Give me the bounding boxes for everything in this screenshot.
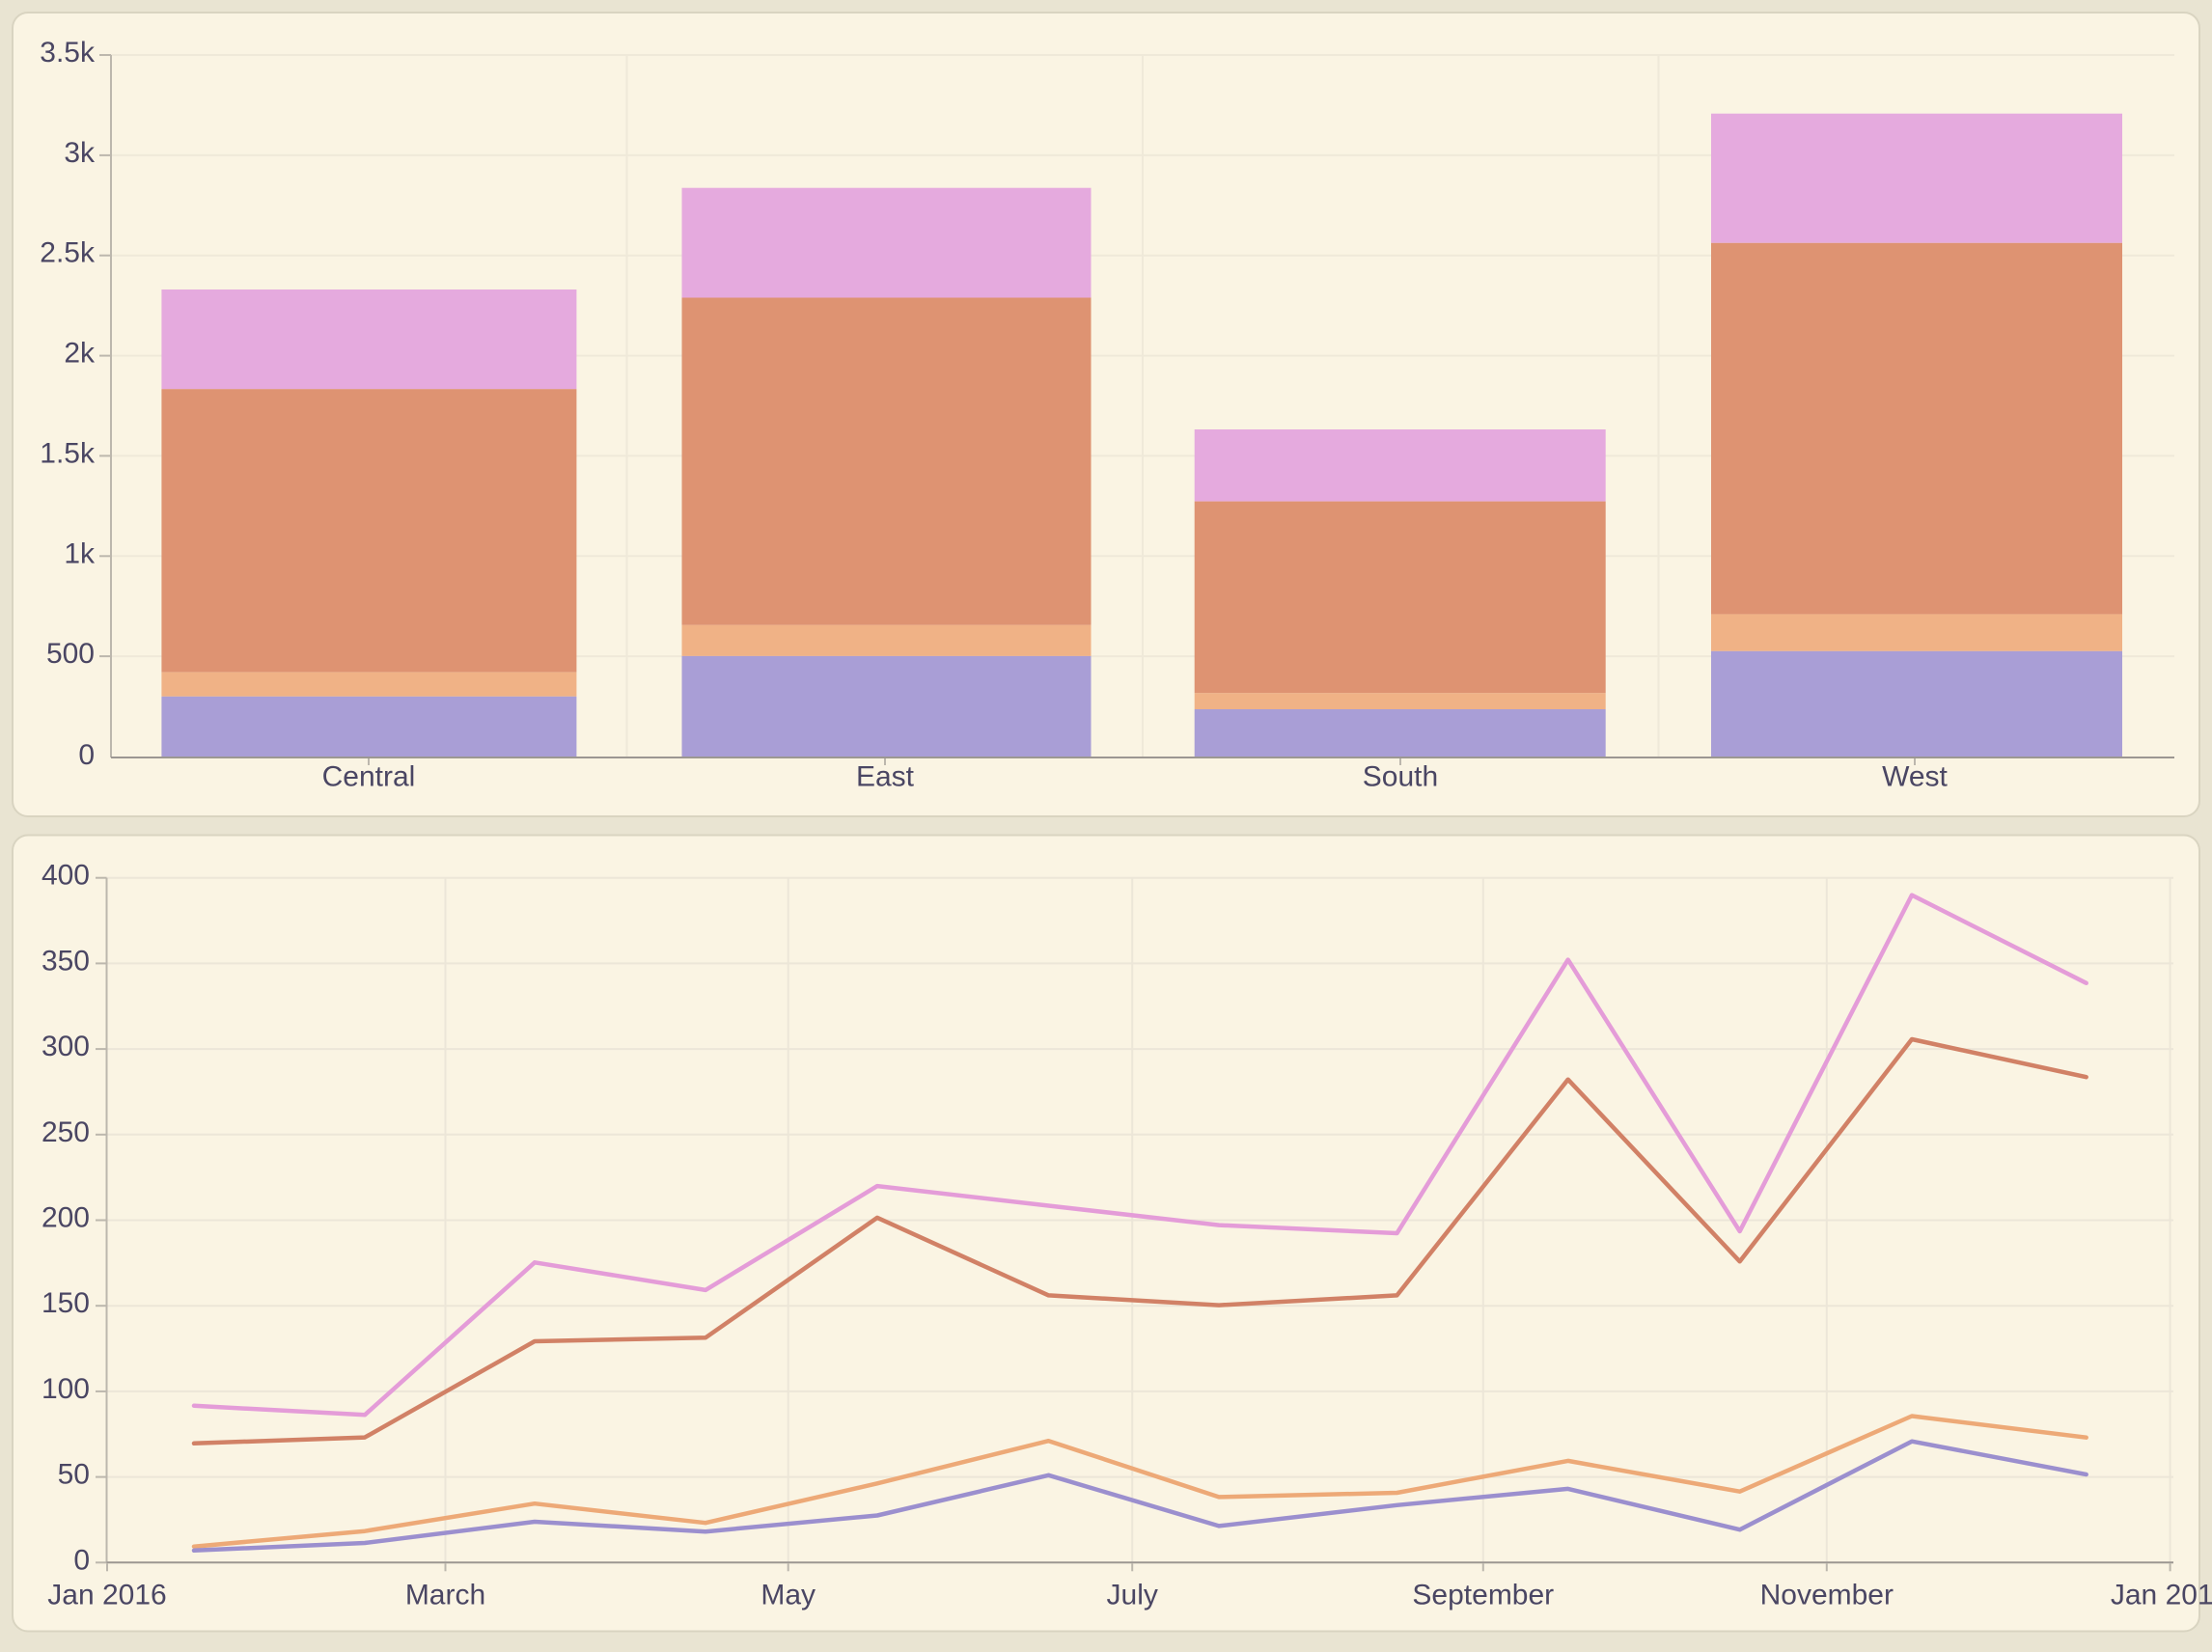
svg-text:East: East (856, 761, 915, 793)
svg-text:300: 300 (41, 1031, 90, 1062)
svg-text:Jan 2016: Jan 2016 (47, 1580, 166, 1611)
svg-text:200: 200 (41, 1202, 90, 1234)
svg-text:100: 100 (41, 1373, 90, 1405)
svg-text:500: 500 (46, 638, 95, 670)
svg-text:250: 250 (41, 1116, 90, 1148)
svg-text:3k: 3k (64, 137, 96, 169)
svg-text:July: July (1107, 1580, 1158, 1611)
svg-text:50: 50 (58, 1459, 90, 1491)
svg-text:3.5k: 3.5k (40, 37, 96, 69)
svg-text:November: November (1760, 1580, 1894, 1611)
svg-text:150: 150 (41, 1287, 90, 1319)
svg-text:400: 400 (41, 860, 90, 892)
svg-text:West: West (1882, 761, 1948, 793)
svg-text:0: 0 (78, 739, 95, 771)
svg-text:1k: 1k (64, 537, 96, 569)
svg-text:March: March (405, 1580, 485, 1611)
svg-text:September: September (1412, 1580, 1554, 1611)
svg-text:Jan 2017: Jan 2017 (2111, 1580, 2212, 1611)
svg-text:1.5k: 1.5k (40, 437, 96, 469)
svg-text:South: South (1363, 761, 1438, 793)
svg-text:350: 350 (41, 945, 90, 977)
svg-text:2k: 2k (64, 338, 96, 370)
svg-text:May: May (760, 1580, 816, 1611)
svg-text:Central: Central (322, 761, 416, 793)
svg-text:2.5k: 2.5k (40, 237, 96, 269)
svg-text:0: 0 (73, 1544, 90, 1576)
